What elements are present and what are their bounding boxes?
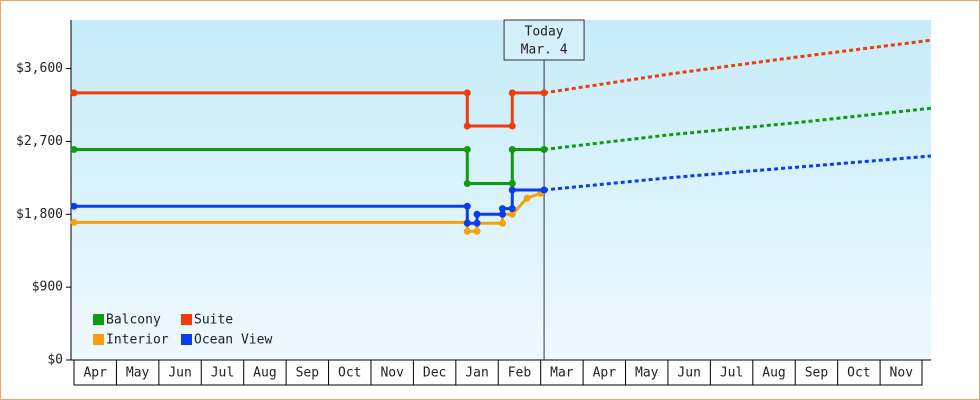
legend-swatch <box>93 334 104 345</box>
x-tick-label: Aug <box>253 366 276 381</box>
x-tick-label: Aug <box>762 366 785 381</box>
x-tick-label: Feb <box>508 366 532 381</box>
x-tick-label: Apr <box>83 366 107 381</box>
plot-area <box>71 20 931 360</box>
point <box>523 194 531 202</box>
legend-label: Balcony <box>106 313 161 328</box>
x-tick-label: Jun <box>168 366 191 381</box>
point <box>463 180 471 188</box>
point <box>463 122 471 130</box>
point <box>70 89 78 97</box>
point <box>463 202 471 210</box>
series-line <box>74 91 545 128</box>
point <box>508 180 516 188</box>
point <box>463 146 471 154</box>
series-line <box>74 188 545 225</box>
y-tick-label: $3,600 <box>16 61 63 76</box>
point <box>499 210 506 218</box>
point <box>70 218 78 226</box>
legend-label: Interior <box>106 333 169 348</box>
point <box>540 146 548 154</box>
x-tick-label: Nov <box>380 366 404 381</box>
forecast-line <box>543 38 932 95</box>
y-tick-label: $0 <box>47 353 63 368</box>
today-box <box>503 19 585 61</box>
point <box>508 146 516 154</box>
point <box>508 186 516 194</box>
point <box>508 89 516 97</box>
point <box>540 89 548 97</box>
y-tick-label: $900 <box>32 280 63 295</box>
series-line <box>74 148 545 186</box>
x-tick-label: Sep <box>296 366 320 381</box>
x-tick-label: Apr <box>593 366 617 381</box>
x-tick-label: Jun <box>677 366 700 381</box>
today-label: Mar. 4 <box>521 43 568 58</box>
x-tick-label: May <box>126 366 150 381</box>
point <box>499 205 506 213</box>
x-tick-label: Mar <box>550 366 574 381</box>
x-tick-label: Oct <box>338 366 361 381</box>
point <box>70 202 78 210</box>
x-tick-label: Jul <box>211 366 234 381</box>
point <box>540 186 548 194</box>
today-label: Today <box>525 25 564 40</box>
x-tick-label: Jan <box>465 366 488 381</box>
x-tick-label: Nov <box>890 366 914 381</box>
series-line <box>74 191 542 233</box>
point <box>463 219 471 227</box>
x-tick-label: Oct <box>847 366 870 381</box>
point <box>473 210 481 218</box>
x-tick-label: Jul <box>720 366 743 381</box>
legend-label: Suite <box>194 313 233 328</box>
point <box>463 227 471 235</box>
point <box>473 227 481 235</box>
x-tick-label: Dec <box>423 366 446 381</box>
point <box>70 146 78 154</box>
point <box>508 122 516 130</box>
legend-swatch <box>181 334 192 345</box>
point <box>508 210 516 218</box>
legend-label: Ocean View <box>194 333 272 348</box>
y-tick-label: $1,800 <box>16 207 63 222</box>
point <box>463 89 471 97</box>
legend-swatch <box>93 314 104 325</box>
legend-swatch <box>181 314 192 325</box>
x-tick-label: May <box>635 366 659 381</box>
point <box>508 205 516 213</box>
x-tick-label: Sep <box>805 366 829 381</box>
point <box>499 219 506 227</box>
y-tick-label: $2,700 <box>16 134 63 149</box>
point <box>473 219 481 227</box>
